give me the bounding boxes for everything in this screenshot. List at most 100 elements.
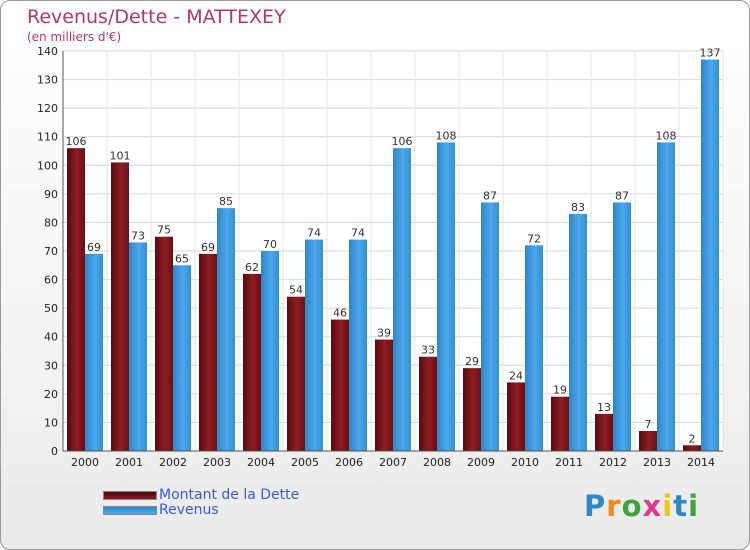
data-label-dette: 39 [377,327,391,340]
x-tick-label: 2003 [203,456,231,469]
data-label-revenus: 137 [700,47,721,60]
bar-revenus [437,142,455,451]
data-label-dette: 33 [421,344,435,357]
bar-dette [507,382,525,451]
data-label-revenus: 65 [175,252,189,265]
y-tick-label: 40 [44,331,58,344]
bar-dette [155,236,173,451]
data-label-dette: 24 [509,369,523,382]
x-tick-label: 2013 [643,456,671,469]
chart-title: Revenus/Dette - MATTEXEY [27,6,286,28]
data-label-dette: 101 [110,149,131,162]
y-tick-label: 70 [44,245,58,258]
y-tick-label: 100 [37,159,58,172]
x-tick-label: 2014 [687,456,715,469]
data-label-revenus: 72 [527,232,541,245]
logo-letter: i [662,489,674,523]
x-tick-label: 2011 [555,456,583,469]
x-tick-label: 2004 [247,456,275,469]
logo-letter: x [642,489,663,523]
bar-dette [331,319,349,451]
legend-item-revenus: Revenus [103,502,219,518]
x-tick-label: 2012 [599,456,627,469]
x-tick-label: 2007 [379,456,407,469]
data-label-revenus: 83 [571,201,585,214]
y-tick-label: 90 [44,188,58,201]
bars-layer [67,59,719,451]
x-tick-label: 2000 [71,456,99,469]
y-tick-label: 50 [44,302,58,315]
bar-dette [67,148,85,451]
bar-dette [419,356,437,451]
data-label-dette: 106 [66,135,87,148]
data-label-dette: 75 [157,224,171,237]
data-label-revenus: 70 [263,238,277,251]
axis-layer: 0 10 20 30 40 50 60 70 80 90 100 110 120 130 140 2000 20… [37,45,723,469]
x-tick-label: 2010 [511,456,539,469]
logo-letter: t [673,489,689,523]
legend-swatch-dette [103,490,157,500]
bar-revenus [305,239,323,451]
legend-swatch-revenus [103,505,157,515]
bar-revenus [349,239,367,451]
data-label-dette: 29 [465,355,479,368]
bar-revenus [261,251,279,451]
data-label-revenus: 85 [219,195,233,208]
bar-revenus [569,213,587,451]
bar-revenus [657,142,675,451]
x-tick-label: 2009 [467,456,495,469]
bar-dette [551,396,569,451]
bar-revenus [613,202,631,451]
bar-revenus [525,245,543,451]
bar-dette [683,445,701,451]
bar-revenus [217,208,235,451]
bar-revenus [173,265,191,451]
data-label-revenus: 69 [87,241,101,254]
bar-dette [595,413,613,451]
bar-revenus [129,242,147,451]
y-tick-label: 0 [51,445,58,458]
legend-label-dette: Montant de la Dette [159,487,300,503]
bar-revenus [481,202,499,451]
y-tick-label: 110 [37,131,58,144]
data-label-revenus: 108 [436,129,457,142]
bar-revenus [701,59,719,451]
x-tick-label: 2005 [291,456,319,469]
y-tick-label: 60 [44,274,58,287]
bar-revenus [85,253,103,451]
logo-letter: o [621,489,643,523]
y-tick-label: 20 [44,388,58,401]
data-label-revenus: 74 [307,227,321,240]
data-label-dette: 54 [289,284,303,297]
data-label-dette: 7 [645,418,652,431]
data-label-dette: 2 [689,432,696,445]
data-label-revenus: 73 [131,229,145,242]
data-label-revenus: 87 [483,189,497,202]
data-label-dette: 13 [597,401,611,414]
data-label-revenus: 108 [656,129,677,142]
data-label-dette: 19 [553,384,567,397]
proxiti-logo: Proxiti [584,489,699,523]
bar-dette [375,339,393,451]
y-tick-label: 10 [44,416,58,429]
x-tick-label: 2008 [423,456,451,469]
y-tick-label: 130 [37,74,58,87]
x-tick-label: 2006 [335,456,363,469]
labels-layer: 106 69 101 73 75 65 69 85 62 70 54 74 46 74 39 106 33 108… [66,47,721,446]
data-label-dette: 46 [333,307,347,320]
bar-dette [199,253,217,451]
bar-dette [287,296,305,451]
data-label-revenus: 106 [392,135,413,148]
bar-dette [463,368,481,451]
bar-dette [639,431,657,451]
x-tick-label: 2002 [159,456,187,469]
chart-subtitle: (en milliers d'€) [27,30,122,44]
logo-letter: r [606,489,622,523]
y-tick-label: 80 [44,216,58,229]
logo-letter: i [688,489,700,523]
legend-item-dette: Montant de la Dette [103,487,299,503]
data-label-revenus: 87 [615,189,629,202]
data-label-dette: 62 [245,261,259,274]
